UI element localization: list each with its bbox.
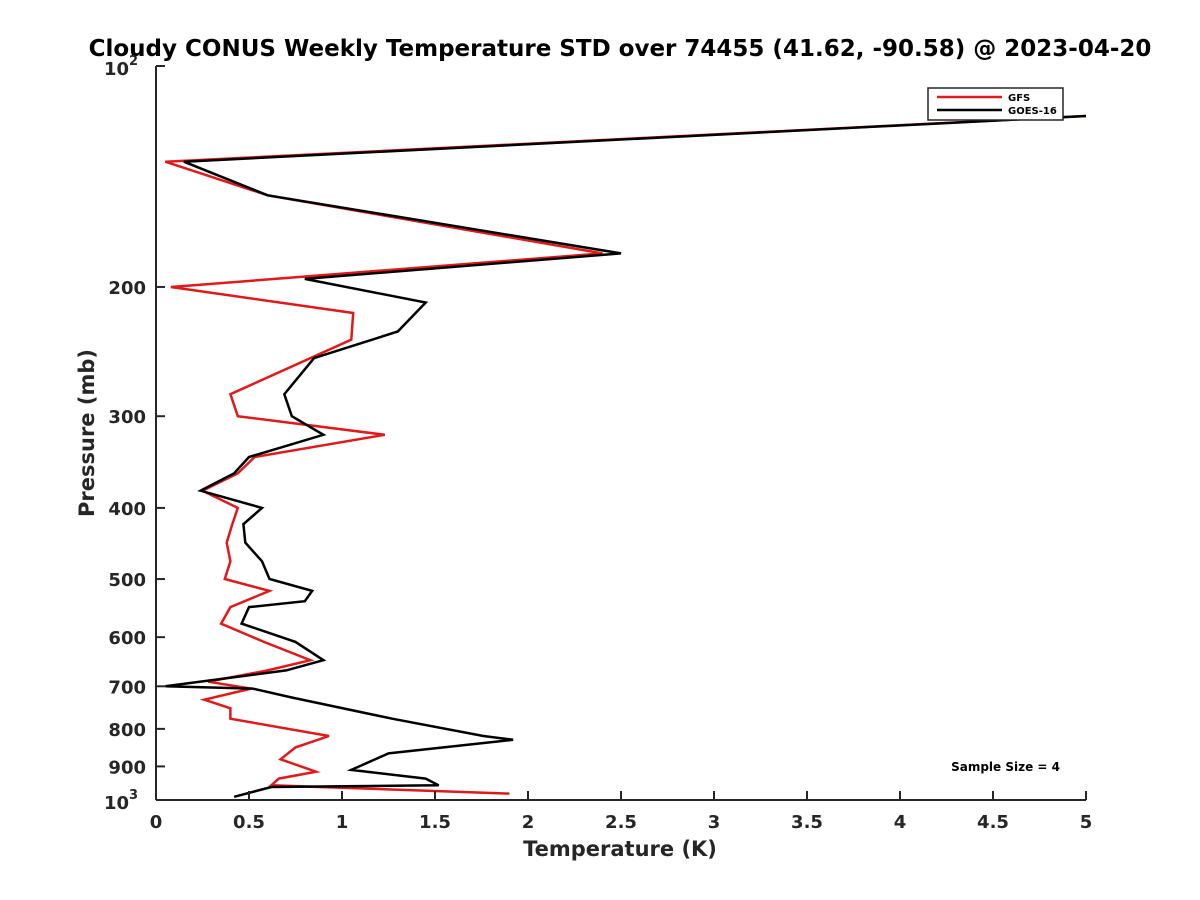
legend-label-gfs: GFS xyxy=(1008,93,1030,104)
x-tick-label: 1 xyxy=(336,812,349,833)
x-tick-label: 1.5 xyxy=(419,812,451,833)
legend: GFS GOES-16 xyxy=(927,87,1064,121)
x-axis-label: Temperature (K) xyxy=(523,837,717,861)
y-tick-label: 300 xyxy=(108,407,146,428)
y-tick-label-base: 10 xyxy=(104,793,129,814)
y-tick-label-exponent: 3 xyxy=(129,788,138,803)
x-axis-ticks: 0 0.5 1 1.5 2 2.5 3 3.5 4 4.5 5 xyxy=(150,791,1093,833)
y-tick-label: 900 xyxy=(108,757,146,778)
y-tick-label-exponent: 2 xyxy=(129,54,138,69)
x-tick-label: 5 xyxy=(1080,812,1093,833)
y-tick-label-base: 10 xyxy=(104,59,129,80)
series-line-goes-16 xyxy=(165,114,1087,799)
sample-size-annotation: Sample Size = 4 xyxy=(951,760,1060,774)
y-tick-label: 700 xyxy=(108,677,146,698)
x-tick-label: 0.5 xyxy=(233,812,265,833)
y-tick-label: 400 xyxy=(108,499,146,520)
x-tick-label: 4.5 xyxy=(977,812,1009,833)
x-tick-label: 2 xyxy=(522,812,535,833)
legend-label-goes16: GOES-16 xyxy=(1008,106,1057,117)
x-tick-label: 3.5 xyxy=(791,812,823,833)
x-tick-label: 3 xyxy=(708,812,721,833)
y-axis-label: Pressure (mb) xyxy=(75,349,99,517)
series-layer xyxy=(164,114,1087,799)
y-tick-label: 600 xyxy=(108,628,146,649)
x-tick-label: 4 xyxy=(894,812,907,833)
series-line-gfs xyxy=(164,114,1087,795)
y-tick-label: 500 xyxy=(108,570,146,591)
legend-box xyxy=(927,87,1064,121)
y-tick-label: 200 xyxy=(108,278,146,299)
chart-title: Cloudy CONUS Weekly Temperature STD over… xyxy=(89,36,1152,62)
plot-area: 0 0.5 1 1.5 2 2.5 3 3.5 4 4.5 5 10 2200300400500600… xyxy=(104,54,1092,833)
y-tick-label: 800 xyxy=(108,720,146,741)
x-tick-label: 0 xyxy=(150,812,163,833)
x-tick-label: 2.5 xyxy=(605,812,637,833)
